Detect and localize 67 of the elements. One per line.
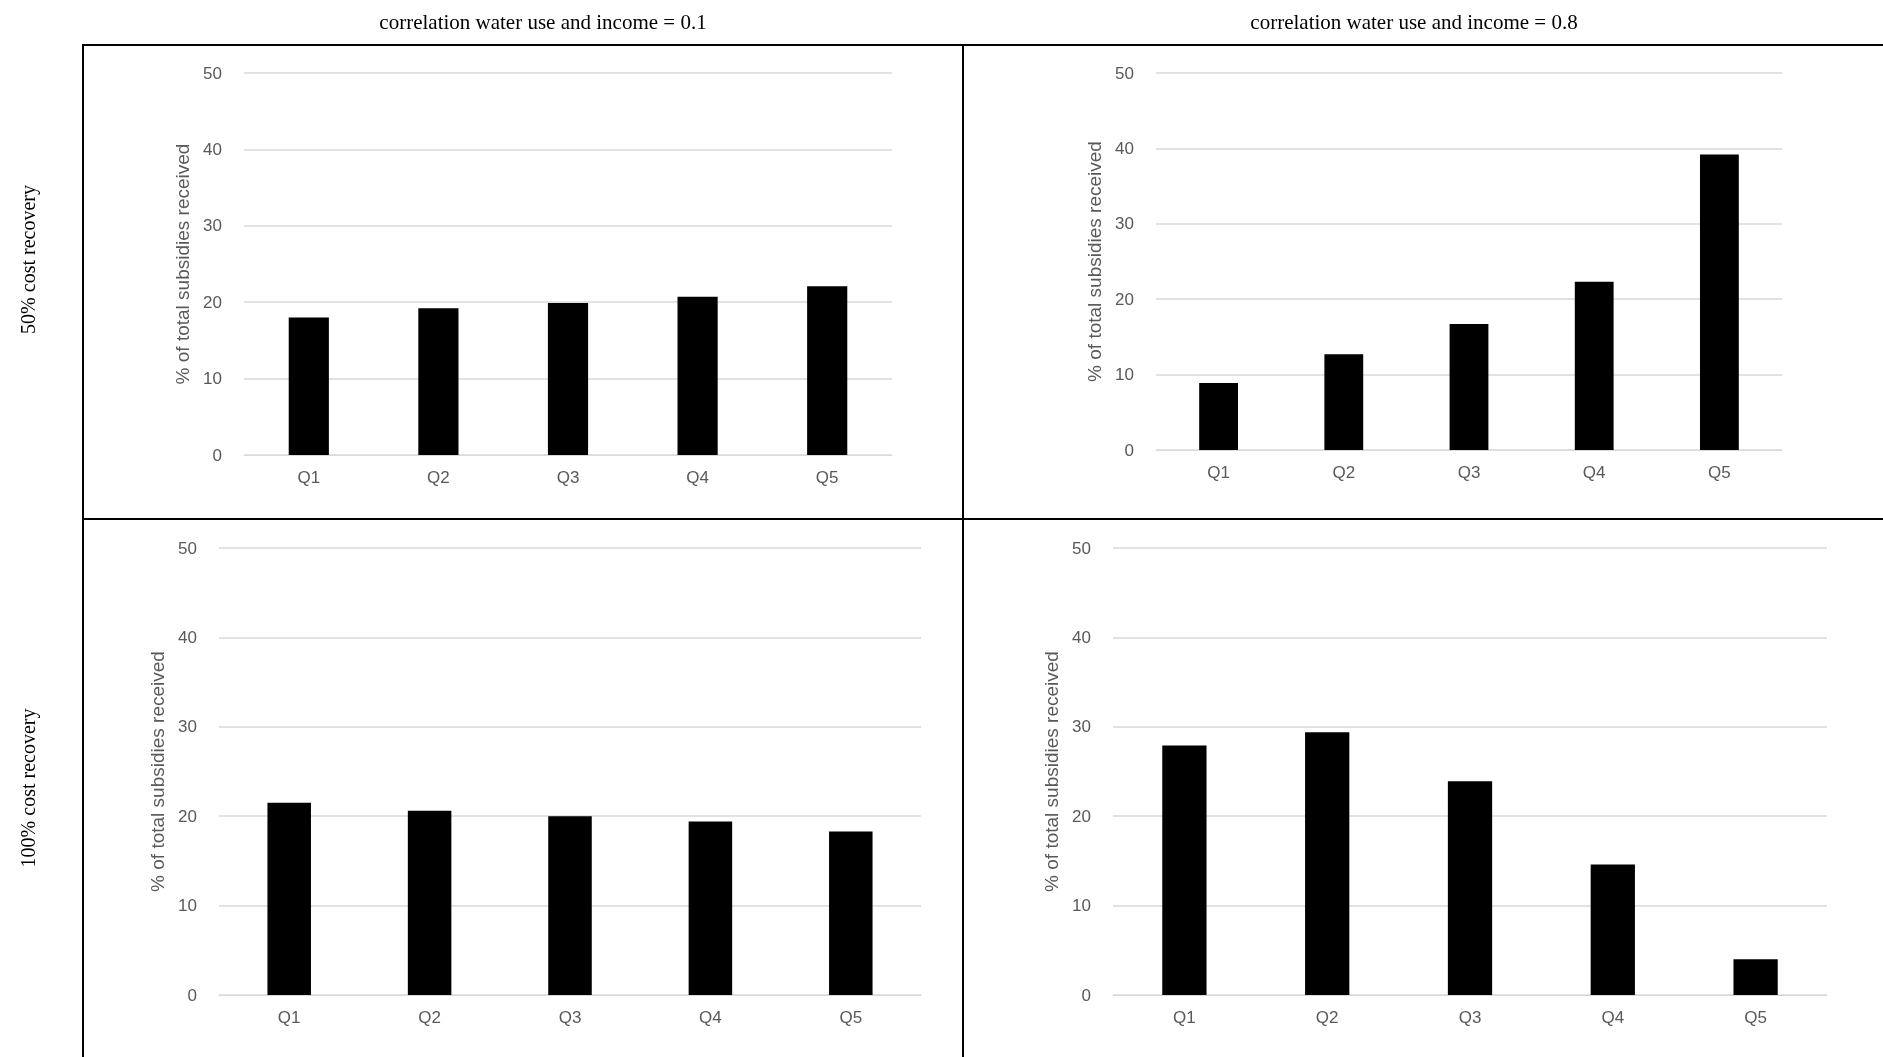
x-tick-label: Q1 [277,1008,301,1027]
chart-title: correlation water use and income = 0.8 [1250,9,1578,34]
y-axis-title: % of total subsidies received [1084,141,1106,382]
x-tick-label: Q5 [1744,1008,1767,1027]
x-tick-label: Q4 [1601,1008,1625,1027]
y-tick-label: 40 [178,627,197,647]
y-tick-label: 20 [1115,289,1134,309]
y-tick-label: 10 [1072,896,1091,916]
bar [1447,781,1493,995]
x-tick-label: Q2 [427,468,450,487]
y-tick-label: 30 [203,216,222,236]
x-tick-label: Q3 [556,468,580,487]
x-tick-label: Q3 [1458,1008,1482,1027]
bar [1305,732,1350,995]
y-tick-label: 50 [178,538,197,558]
y-tick-label: 50 [203,63,222,83]
bar [288,317,329,455]
y-tick-label: 0 [1124,440,1134,460]
y-tick-label: 40 [1115,138,1134,158]
bar [807,286,848,455]
bar [1199,382,1239,450]
y-tick-label: 20 [1072,806,1091,826]
y-tick-label: 40 [1072,627,1091,647]
y-tick-label: 0 [212,445,222,465]
bar [1162,745,1207,995]
text: 50% cost recovery [17,185,40,334]
x-tick-label: Q5 [1708,463,1731,482]
y-tick-label: 0 [1081,985,1091,1005]
x-tick-label: Q1 [1207,463,1230,482]
bar [1449,324,1489,450]
x-tick-label: Q3 [1457,463,1481,482]
bar [1699,154,1739,450]
x-tick-label: Q1 [1173,1008,1196,1027]
x-tick-label: Q2 [418,1008,441,1027]
y-tick-label: 10 [203,369,222,389]
bar [1590,864,1635,995]
bar [677,296,718,455]
x-tick-label: Q4 [686,468,709,487]
bar [547,302,589,455]
x-tick-label: Q2 [1315,1008,1339,1027]
x-tick-label: Q1 [297,468,321,487]
y-tick-label: 50 [1115,63,1134,83]
y-axis-title: % of total subsidies received [172,143,194,385]
y-tick-label: 20 [203,292,222,312]
y-tick-label: 10 [1115,365,1134,385]
text: 100% cost recovery [17,708,40,868]
y-tick-label: 10 [178,896,197,916]
bar [1324,354,1364,450]
x-tick-label: Q3 [558,1008,582,1027]
bar [1733,959,1778,995]
y-tick-label: 20 [178,806,197,826]
x-tick-label: Q5 [839,1008,863,1027]
y-tick-label: 40 [203,139,222,159]
y-tick-label: 30 [1115,214,1134,234]
y-axis-title: % of total subsidies received [1041,651,1063,892]
y-tick-label: 30 [178,717,197,737]
bar [418,308,459,455]
bar [1574,281,1614,450]
y-tick-label: 0 [187,985,197,1005]
y-tick-label: 50 [1072,538,1091,558]
x-tick-label: Q4 [699,1008,722,1027]
x-tick-label: Q5 [815,468,839,487]
y-tick-label: 30 [1072,717,1091,737]
x-tick-label: Q4 [1582,463,1606,482]
y-axis-title: % of total subsidies received [147,651,169,892]
chart-title: correlation water use and income = 0.1 [379,9,707,34]
x-tick-label: Q2 [1332,463,1356,482]
